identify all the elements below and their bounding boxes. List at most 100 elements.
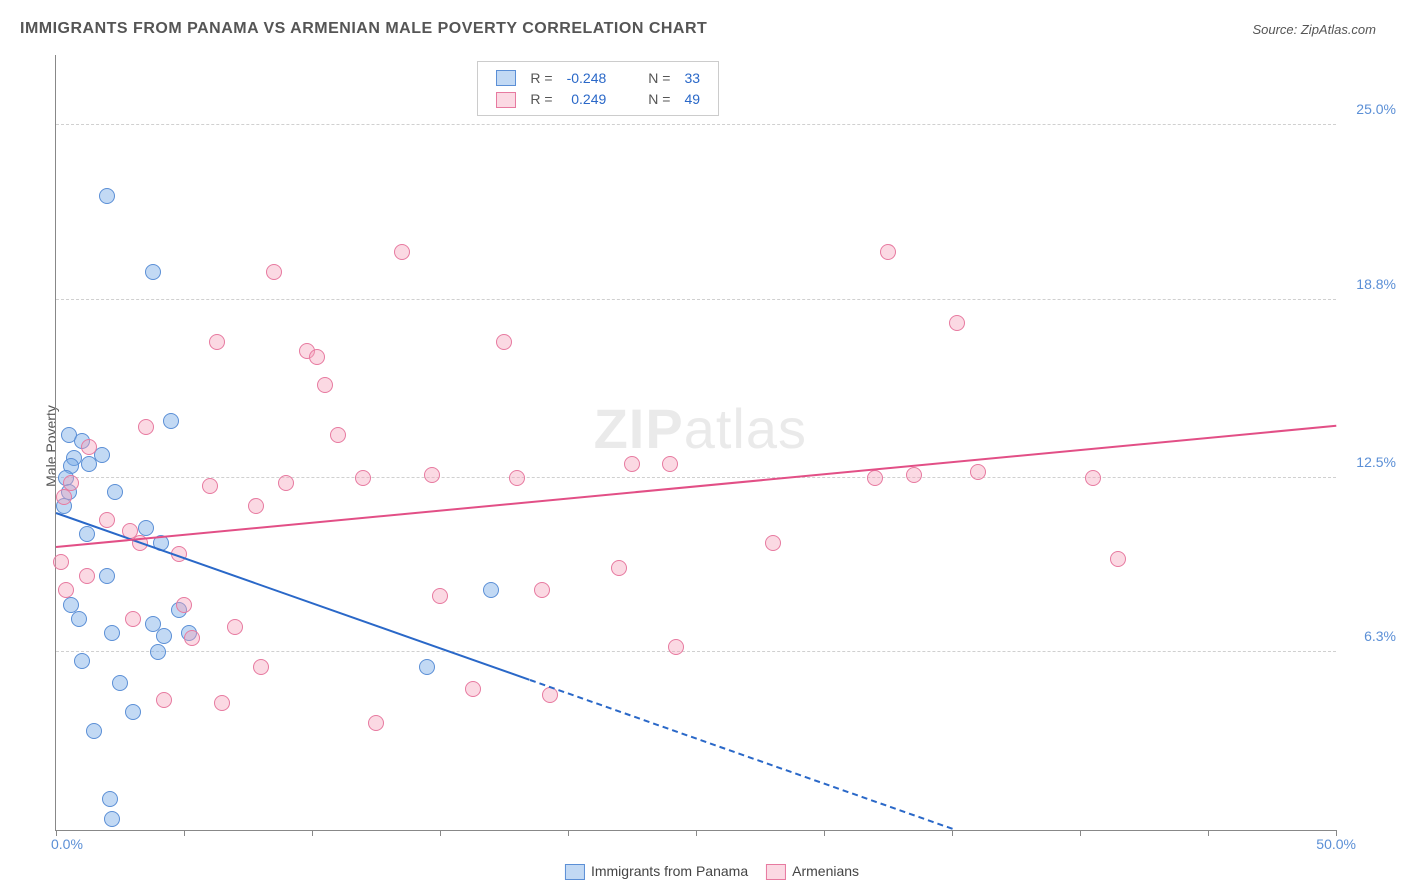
- x-tick: [312, 830, 313, 836]
- chart-title: IMMIGRANTS FROM PANAMA VS ARMENIAN MALE …: [20, 20, 707, 38]
- scatter-point-armenian: [253, 659, 269, 675]
- scatter-point-armenian: [266, 264, 282, 280]
- legend-R-label: R =: [524, 68, 558, 87]
- scatter-point-armenian: [214, 695, 230, 711]
- scatter-point-armenian: [949, 315, 965, 331]
- scatter-point-panama: [145, 264, 161, 280]
- scatter-point-armenian: [906, 467, 922, 483]
- x-tick: [56, 830, 57, 836]
- scatter-point-armenian: [202, 478, 218, 494]
- legend-swatch-armenian: [496, 92, 516, 108]
- correlation-legend-table: R =-0.248N =33R =0.249N =49: [488, 66, 708, 111]
- legend-swatch-panama: [565, 864, 585, 880]
- series-legend: Immigrants from Panama Armenians: [547, 863, 859, 880]
- x-tick: [696, 830, 697, 836]
- scatter-point-armenian: [330, 427, 346, 443]
- scatter-point-armenian: [611, 560, 627, 576]
- y-tick-label: 18.8%: [1341, 276, 1396, 292]
- source-name: ZipAtlas.com: [1301, 22, 1376, 37]
- correlation-legend: R =-0.248N =33R =0.249N =49: [477, 61, 719, 116]
- scatter-point-armenian: [496, 334, 512, 350]
- scatter-point-panama: [71, 611, 87, 627]
- scatter-point-armenian: [138, 419, 154, 435]
- legend-N-label: N =: [642, 89, 676, 108]
- scatter-point-armenian: [509, 470, 525, 486]
- legend-R-value-armenian: 0.249: [561, 89, 613, 108]
- legend-N-label: N =: [642, 68, 676, 87]
- y-tick-label: 6.3%: [1341, 628, 1396, 644]
- x-tick: [440, 830, 441, 836]
- source-label: Source:: [1252, 22, 1300, 37]
- x-tick: [1208, 830, 1209, 836]
- scatter-point-armenian: [355, 470, 371, 486]
- source-attribution: Source: ZipAtlas.com: [1252, 22, 1376, 37]
- x-tick: [952, 830, 953, 836]
- legend-label-armenian: Armenians: [792, 863, 859, 879]
- scatter-point-armenian: [465, 681, 481, 697]
- scatter-point-panama: [125, 704, 141, 720]
- gridline: [56, 124, 1336, 125]
- scatter-point-armenian: [53, 554, 69, 570]
- scatter-point-armenian: [56, 489, 72, 505]
- scatter-point-armenian: [278, 475, 294, 491]
- scatter-point-panama: [112, 675, 128, 691]
- scatter-point-panama: [107, 484, 123, 500]
- scatter-point-armenian: [125, 611, 141, 627]
- scatter-point-armenian: [58, 582, 74, 598]
- scatter-point-armenian: [209, 334, 225, 350]
- watermark-bold: ZIP: [594, 397, 684, 460]
- x-axis-min-label: 0.0%: [51, 836, 83, 852]
- scatter-point-armenian: [309, 349, 325, 365]
- legend-swatch-panama: [496, 70, 516, 86]
- scatter-point-armenian: [81, 439, 97, 455]
- legend-swatch-armenian: [766, 864, 786, 880]
- scatter-point-armenian: [368, 715, 384, 731]
- scatter-point-panama: [74, 653, 90, 669]
- legend-label-panama: Immigrants from Panama: [591, 863, 748, 879]
- y-tick-label: 25.0%: [1341, 101, 1396, 117]
- scatter-point-panama: [102, 791, 118, 807]
- scatter-point-panama: [104, 811, 120, 827]
- scatter-point-armenian: [624, 456, 640, 472]
- legend-N-value-panama: 33: [678, 68, 706, 87]
- legend-row-panama: R =-0.248 N =33: [490, 68, 706, 87]
- trend-line: [56, 425, 1336, 548]
- scatter-point-armenian: [227, 619, 243, 635]
- x-tick: [1080, 830, 1081, 836]
- scatter-point-armenian: [424, 467, 440, 483]
- scatter-point-armenian: [79, 568, 95, 584]
- scatter-point-armenian: [1085, 470, 1101, 486]
- legend-R-label: R =: [524, 89, 558, 108]
- scatter-point-armenian: [534, 582, 550, 598]
- gridline: [56, 651, 1336, 652]
- scatter-point-panama: [156, 628, 172, 644]
- legend-row-armenian: R =0.249N =49: [490, 89, 706, 108]
- scatter-point-armenian: [156, 692, 172, 708]
- scatter-point-armenian: [662, 456, 678, 472]
- legend-R-value-panama: -0.248: [561, 68, 613, 87]
- scatter-point-armenian: [970, 464, 986, 480]
- scatter-point-armenian: [317, 377, 333, 393]
- scatter-point-armenian: [184, 630, 200, 646]
- scatter-point-panama: [419, 659, 435, 675]
- scatter-point-panama: [99, 568, 115, 584]
- scatter-point-panama: [104, 625, 120, 641]
- scatter-point-armenian: [765, 535, 781, 551]
- y-tick-label: 12.5%: [1341, 454, 1396, 470]
- scatter-point-panama: [99, 188, 115, 204]
- scatter-point-panama: [86, 723, 102, 739]
- trend-line: [529, 679, 952, 830]
- x-tick: [568, 830, 569, 836]
- scatter-point-armenian: [248, 498, 264, 514]
- scatter-point-panama: [150, 644, 166, 660]
- x-axis-max-label: 50.0%: [1316, 836, 1356, 852]
- plot-area: ZIPatlas 0.0% 50.0% 6.3%12.5%18.8%25.0%: [55, 55, 1336, 831]
- scatter-point-armenian: [880, 244, 896, 260]
- scatter-point-armenian: [63, 475, 79, 491]
- gridline: [56, 299, 1336, 300]
- trend-line: [56, 512, 530, 681]
- scatter-point-armenian: [99, 512, 115, 528]
- scatter-point-panama: [79, 526, 95, 542]
- watermark-light: atlas: [684, 397, 807, 460]
- x-tick: [824, 830, 825, 836]
